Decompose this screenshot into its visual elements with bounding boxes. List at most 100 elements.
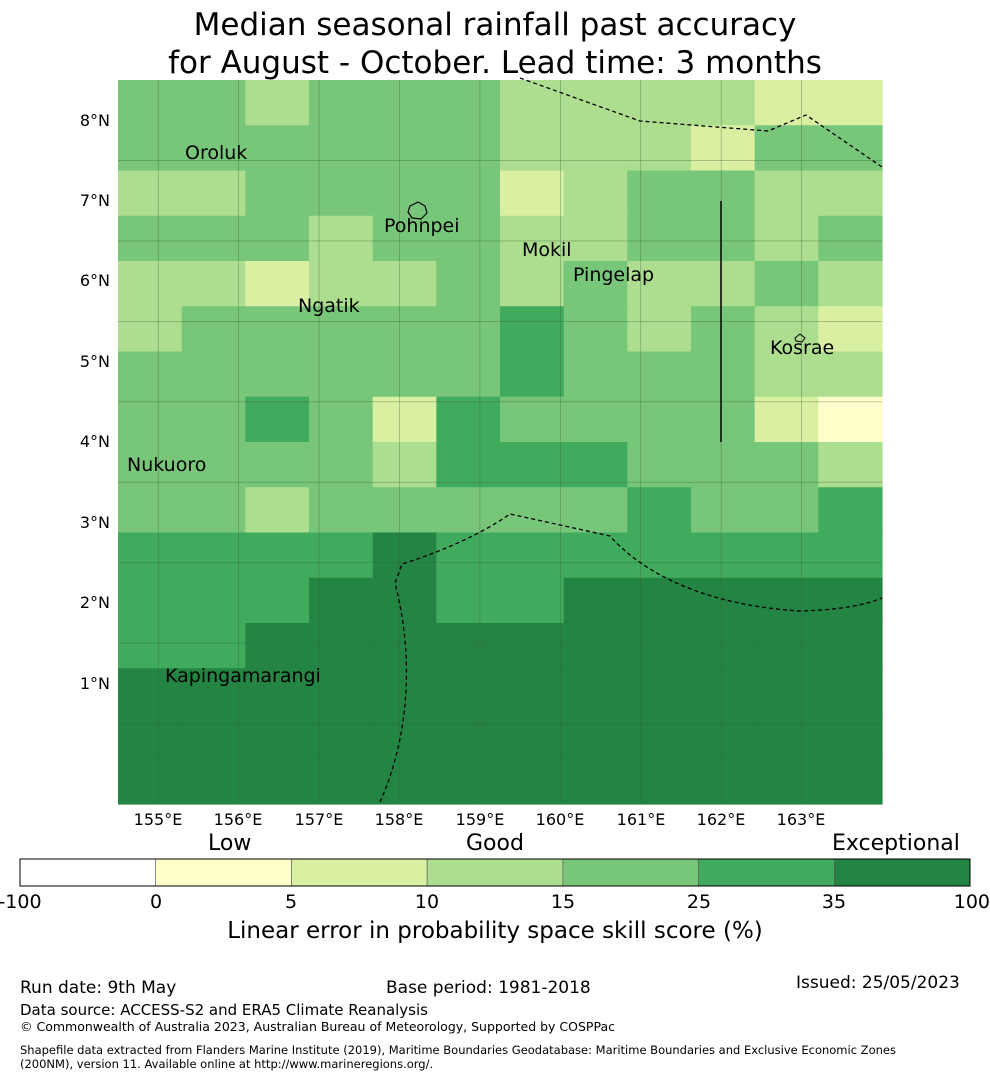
grid-cell [309, 306, 374, 353]
grid-cell [118, 487, 183, 534]
grid-cell [181, 170, 246, 217]
grid-cell [372, 80, 437, 126]
place-label-oroluk: Oroluk [185, 142, 248, 164]
grid-cell [691, 170, 756, 217]
grid-cell [245, 623, 310, 669]
grid-cell [181, 125, 246, 172]
grid-cell [818, 758, 883, 805]
grid-cell [754, 261, 819, 307]
grid-cell [818, 261, 883, 307]
grid-cell [691, 532, 756, 579]
grid-cell [500, 396, 565, 443]
grid-cell [309, 125, 374, 172]
grid-cell [436, 577, 501, 624]
grid-cell [627, 80, 692, 126]
grid-cell [118, 215, 183, 262]
grid-cell [436, 532, 501, 579]
grid-cell [372, 125, 437, 172]
grid-cell [500, 758, 565, 805]
grid-cell [372, 713, 437, 760]
pohnpei-island-outline [407, 201, 428, 220]
grid-cell [309, 532, 374, 579]
grid-cell [500, 125, 565, 172]
grid-cell [245, 713, 310, 760]
grid-cell [436, 668, 501, 715]
grid-cell [372, 577, 437, 624]
grid-cell [500, 487, 565, 534]
grid-cell [181, 713, 246, 760]
grid-cell [309, 487, 374, 534]
lon-label-158e: 158°E [374, 810, 424, 829]
grid-cell [627, 170, 692, 217]
grid-cell [627, 668, 692, 715]
lon-label-161e: 161°E [616, 810, 666, 829]
grid-cell [500, 532, 565, 579]
grid-cell [754, 396, 819, 443]
grid-cell [500, 668, 565, 715]
grid-cell [691, 713, 756, 760]
grid-cell [436, 487, 501, 534]
grid-cell [309, 170, 374, 217]
place-label-pohnpei: Pohnpei [384, 215, 460, 237]
grid-cell [500, 442, 565, 488]
grid-cell [118, 532, 183, 579]
lat-label-6n: 6°N [79, 271, 110, 290]
grid-cell [500, 306, 565, 353]
grid-cell [245, 442, 310, 488]
grid-cell [691, 487, 756, 534]
grid-cell [818, 170, 883, 217]
grid-cell [436, 215, 501, 262]
grid-cell [309, 713, 374, 760]
grid-cell [309, 396, 374, 443]
grid-cell [500, 80, 565, 126]
grid-cell [181, 577, 246, 624]
lat-label-3n: 3°N [79, 513, 110, 532]
grid-cell [181, 442, 246, 488]
grid-cell [563, 758, 628, 805]
lat-label-5n: 5°N [79, 352, 110, 371]
grid-cell [245, 80, 310, 126]
grid-cell [436, 125, 501, 172]
grid-cell [754, 306, 819, 353]
grid-cell [118, 442, 183, 488]
map-title-line2: for August - October. Lead time: 3 month… [168, 45, 822, 81]
grid-cell [118, 261, 183, 307]
grid-cell [245, 577, 310, 624]
grid-cell [563, 261, 628, 307]
grid-cell [436, 713, 501, 760]
lon-label-157e: 157°E [294, 810, 344, 829]
lat-label-4n: 4°N [79, 432, 110, 451]
grid-cell [691, 758, 756, 805]
grid-cell [500, 623, 565, 669]
grid-cell [563, 668, 628, 715]
place-label-kosrae: Kosrae [770, 337, 835, 359]
colorbar-tick-label: 10 [414, 891, 440, 913]
grid-cell [754, 442, 819, 488]
grid-cell [754, 351, 819, 398]
grid-cell [627, 215, 692, 262]
grid-cell [818, 80, 883, 126]
grid-cell [309, 351, 374, 398]
shapefile-credit-line2: (200NM), version 11. Available online at… [20, 1057, 434, 1071]
grid-cell [563, 623, 628, 669]
grid-cell [118, 396, 183, 443]
grid-cell [627, 577, 692, 624]
grid-cell [627, 758, 692, 805]
grid-cell [372, 215, 437, 262]
grid-cell [118, 170, 183, 217]
grid-cell [627, 487, 692, 534]
colorbar-tick-label: 5 [284, 891, 298, 913]
grid-cell [818, 623, 883, 669]
lat-label-2n: 2°N [79, 593, 110, 612]
grid-cell [245, 261, 310, 307]
grid-cell [754, 487, 819, 534]
grid-cell [436, 170, 501, 217]
grid-cell [436, 351, 501, 398]
grid-cell [754, 577, 819, 624]
grid-cell [245, 396, 310, 443]
grid-cell [563, 487, 628, 534]
grid-cell [691, 623, 756, 669]
grid-cell [627, 532, 692, 579]
colorbar-segment [833, 858, 971, 887]
lon-label-159e: 159°E [455, 810, 505, 829]
